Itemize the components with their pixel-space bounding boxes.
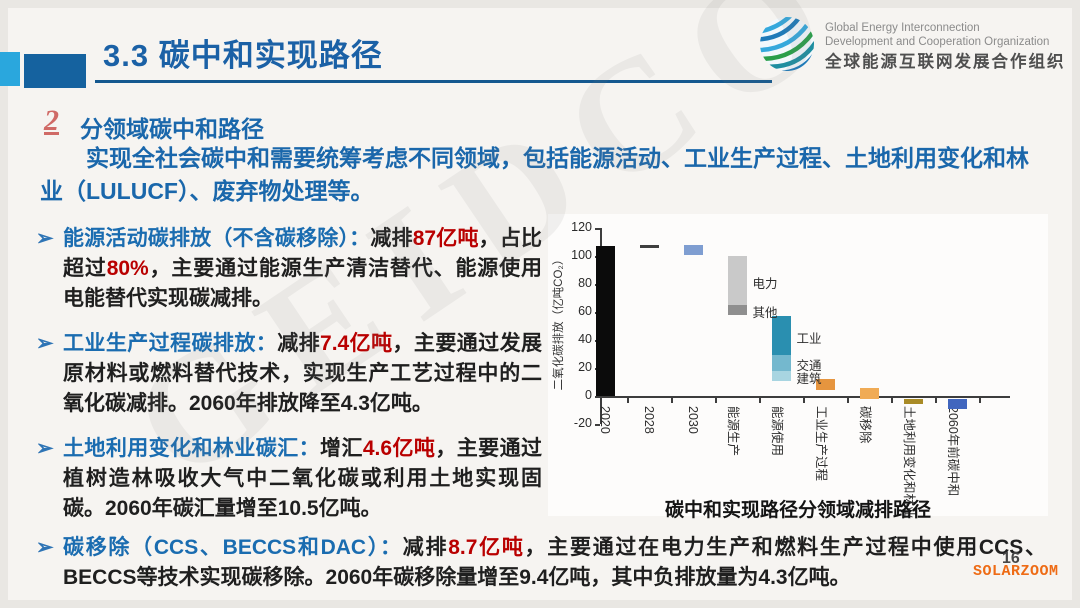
bullet-value: 7.4亿吨 xyxy=(320,332,393,356)
y-tick-mark xyxy=(595,396,600,398)
x-tick-mark xyxy=(627,398,629,403)
bar-segment xyxy=(727,305,747,315)
x-category-label: 2060年前碳中和 xyxy=(946,406,960,497)
x-category-label: 2030 xyxy=(686,406,700,434)
page-number: 16 xyxy=(1002,550,1020,567)
bullet-lead: 土地利用变化和林业碳汇： xyxy=(63,437,321,461)
bullet-lead: 碳移除（CCS、BECCS和DAC）： xyxy=(63,536,403,559)
bar-segment xyxy=(683,244,703,255)
bullet-list: ➢ 能源活动碳排放（不含碳移除）：减排87亿吨，占比超过80%，主要通过能源生产清… xyxy=(36,224,542,539)
bar-segment xyxy=(903,398,923,405)
x-tick-mark xyxy=(847,398,849,403)
section-number: 2 xyxy=(44,104,59,137)
segment-label: 建筑 xyxy=(796,371,822,386)
org-name-en-line1: Global Energy Interconnection xyxy=(825,21,980,34)
arrow-bullet-icon: ➢ xyxy=(36,332,54,356)
bullet-text: ，主要通过在电力生产和燃料生产过程中使用CCS、BECCS等技术实现碳移除。20… xyxy=(63,536,1046,590)
y-tick-label: -20 xyxy=(573,416,592,430)
bullet-value: 4.6亿吨 xyxy=(362,437,436,461)
x-tick-mark xyxy=(715,398,717,403)
x-category-label: 2020 xyxy=(598,406,612,434)
bar-segment xyxy=(771,316,791,356)
bullet-energy-activity: ➢ 能源活动碳排放（不含碳移除）：减排87亿吨，占比超过80%，主要通过能源生产清… xyxy=(36,224,542,314)
bullet-value: 80% xyxy=(106,257,149,281)
chart-caption: 碳中和实现路径分领域减排路径 xyxy=(664,500,931,521)
bullet-carbon-removal-wrap: ➢ 碳移除（CCS、BECCS和DAC）：减排8.7亿吨，主要通过在电力生产和燃料… xyxy=(36,533,1046,593)
bullet-land-use-forestry: ➢ 土地利用变化和林业碳汇：增汇4.6亿吨，主要通过植树造林吸收大气中二氧化碳或利… xyxy=(36,434,542,524)
segment-label: 电力 xyxy=(752,276,778,291)
bar-segment xyxy=(859,387,879,399)
title-underline xyxy=(95,80,772,83)
x-tick-mark xyxy=(935,398,937,403)
bullet-text: ，占比超过 xyxy=(63,227,543,281)
x-tick-mark xyxy=(671,398,673,403)
arrow-bullet-icon: ➢ xyxy=(36,227,54,250)
chart-plot-area: 120 100 80 60 40 20 0 -20 2020 2028 2030 能源生产 能源使用 工业… xyxy=(548,214,1048,519)
x-category-label: 碳移除 xyxy=(858,406,872,444)
segment-label: 其他 xyxy=(752,305,778,320)
bullet-value: 87亿吨 xyxy=(412,227,479,250)
bullet-text: 增汇 xyxy=(320,437,363,461)
segment-label: 工业 xyxy=(796,331,822,346)
x-tick-mark xyxy=(979,398,981,403)
bullet-value: 8.7亿吨 xyxy=(448,536,525,559)
x-tick-mark xyxy=(803,398,805,403)
emissions-waterfall-chart: 二氧化碳排放（亿吨CO₂） 120 100 80 60 40 20 0 -20 2020 2028… xyxy=(548,214,1048,521)
solarzoom-watermark: SOLARZOOM xyxy=(973,563,1059,580)
bullet-text: ，主要通过植树造林吸收大气中二氧化碳或利用土地实现固碳。2060年碳汇量增至10… xyxy=(63,437,543,521)
bullet-industrial-process: ➢ 工业生产过程碳排放：减排7.4亿吨，主要通过发展原材料或燃料替代技术，实现生产… xyxy=(36,329,542,419)
bullet-lead: 工业生产过程碳排放： xyxy=(63,332,278,356)
y-tick-mark xyxy=(595,228,600,230)
bullet-text: 减排 xyxy=(370,227,413,250)
y-tick-label: 100 xyxy=(571,248,592,262)
y-tick-label: 80 xyxy=(578,276,592,290)
x-category-label: 2028 xyxy=(642,406,656,434)
y-tick-label: 60 xyxy=(578,304,592,318)
bullet-carbon-removal: ➢ 碳移除（CCS、BECCS和DAC）：减排8.7亿吨，主要通过在电力生产和燃料… xyxy=(36,533,1046,593)
bar-segment xyxy=(947,398,967,409)
y-tick-mark xyxy=(595,424,600,426)
header-decoration-dark xyxy=(24,54,86,88)
org-name-cn: 全球能源互联网发展合作组织 xyxy=(825,52,1066,71)
section-intro: 实现全社会碳中和需要统筹考虑不同领域，包括能源活动、工业生产过程、土地利用变化和… xyxy=(40,145,1029,205)
bar-segment xyxy=(639,244,659,248)
globe-logo-icon xyxy=(753,8,818,79)
x-category-label: 能源使用 xyxy=(770,406,784,457)
bullet-text: 减排 xyxy=(402,536,449,559)
bar-segment xyxy=(815,379,835,391)
segment-label: 交通 xyxy=(796,359,822,374)
x-category-label: 能源生产 xyxy=(726,406,740,457)
section-heading: 分领域碳中和路径 xyxy=(80,116,264,142)
y-tick-label: 20 xyxy=(578,360,592,374)
organization-name: Global Energy Interconnection Developmen… xyxy=(825,21,1066,72)
bar-segment xyxy=(771,370,791,381)
bullet-text: ，主要通过能源生产清洁替代、能源使用电能替代实现碳减排。 xyxy=(63,257,543,311)
bullet-text: 减排 xyxy=(277,332,321,356)
bar-segment xyxy=(727,256,747,305)
header-decoration-light xyxy=(0,52,20,86)
bullet-lead: 能源活动碳排放（不含碳移除）： xyxy=(63,227,371,250)
page-title: 3.3 碳中和实现路径 xyxy=(103,38,383,73)
x-tick-mark xyxy=(759,398,761,403)
y-tick-label: 40 xyxy=(578,332,592,346)
x-axis-line xyxy=(600,396,1010,398)
x-category-label: 工业生产过程 xyxy=(814,406,828,482)
arrow-bullet-icon: ➢ xyxy=(36,437,54,461)
y-tick-label: 0 xyxy=(585,388,592,402)
organization-logo: Global Energy Interconnection Developmen… xyxy=(753,8,1066,79)
arrow-bullet-icon: ➢ xyxy=(36,536,54,559)
x-tick-mark xyxy=(891,398,893,403)
y-tick-label: 120 xyxy=(571,220,592,234)
org-name-en-line2: Development and Cooperation Organization xyxy=(825,36,1050,49)
bar-segment xyxy=(595,246,615,396)
bullet-text: ，主要通过发展原材料或燃料替代技术，实现生产工艺过程中的二氧化碳减排。2060年… xyxy=(63,332,543,416)
bar-segment xyxy=(771,355,791,371)
